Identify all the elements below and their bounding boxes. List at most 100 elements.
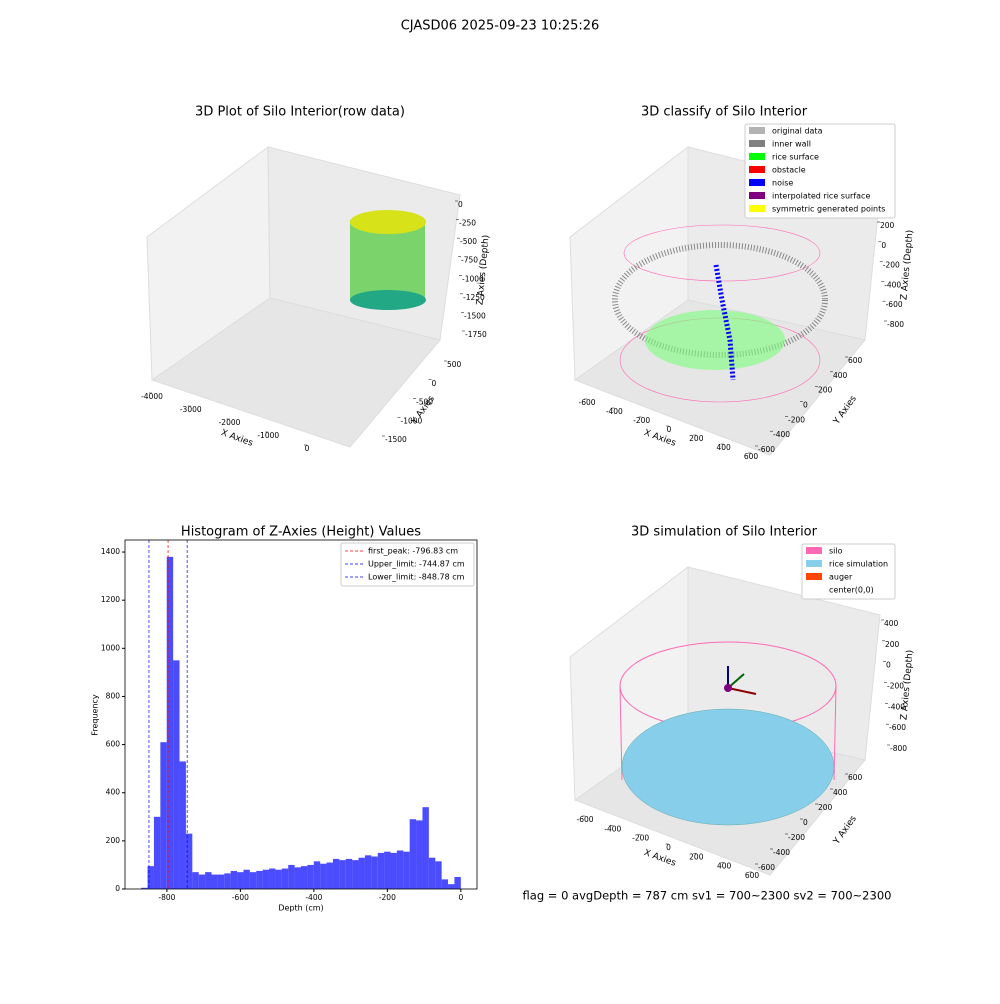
y-tick-label: -600 xyxy=(758,863,775,872)
bar xyxy=(217,874,225,889)
pane xyxy=(150,297,441,448)
bar xyxy=(262,869,270,889)
bar xyxy=(275,869,282,889)
x-tick-label: -600 xyxy=(578,398,595,407)
bar xyxy=(141,887,148,889)
legend-label: auger xyxy=(829,573,853,582)
bar xyxy=(301,866,308,889)
x-tick-label: -2000 xyxy=(219,418,241,427)
x-tick-label: 0 xyxy=(305,444,310,453)
bar xyxy=(332,858,340,889)
y-tick-label: -200 xyxy=(788,415,805,424)
bar xyxy=(358,857,365,889)
z-tick-label: -800 xyxy=(890,744,907,753)
z-tick-label: -600 xyxy=(886,300,903,309)
x-tick-label: -600 xyxy=(576,815,593,824)
legend-label: rice simulation xyxy=(829,560,888,569)
bar xyxy=(237,872,244,889)
z-tick-label: -1000 xyxy=(462,274,484,283)
legend-swatch xyxy=(749,166,765,173)
bar xyxy=(243,869,250,889)
bar xyxy=(454,876,461,889)
chart-title: 3D Plot of Silo Interior(row data) xyxy=(195,105,405,120)
z-tick-label: -250 xyxy=(459,219,476,228)
z-axis-label: Z Axies (Depth) xyxy=(475,234,491,305)
x-tick-label: 0 xyxy=(667,425,672,434)
bar xyxy=(173,660,180,889)
bar xyxy=(435,861,442,889)
x-tick-label: 0 xyxy=(458,893,463,902)
x-tick-label: -200 xyxy=(379,893,396,902)
bar xyxy=(230,870,238,889)
silo-outline xyxy=(619,685,623,781)
y-tick-label: 600 xyxy=(848,773,863,782)
legend-swatch xyxy=(806,586,822,593)
x-tick-label: 600 xyxy=(745,871,760,880)
legend-label: Lower_limit: -848.78 cm xyxy=(368,573,465,582)
bar xyxy=(326,862,333,889)
y-tick-label: 400 xyxy=(833,788,848,797)
x-axis-label: Depth (cm) xyxy=(278,904,323,913)
point-cloud xyxy=(350,290,426,310)
bar xyxy=(396,850,404,889)
y-tick-label: 200 xyxy=(106,836,121,845)
bar xyxy=(192,872,199,889)
x-tick-label: -3000 xyxy=(180,405,202,414)
bar xyxy=(428,857,436,889)
bar xyxy=(441,879,449,889)
x-tick-label: -800 xyxy=(158,893,175,902)
legend-swatch xyxy=(806,573,822,580)
z-tick-label: 0 xyxy=(886,661,891,670)
legend-label: silo xyxy=(829,547,843,556)
y-tick-label: 0 xyxy=(803,818,808,827)
y-tick-label: 0 xyxy=(432,379,437,388)
y-tick-label: -200 xyxy=(788,833,805,842)
legend-swatch xyxy=(749,205,765,212)
x-tick-label: 600 xyxy=(744,452,759,461)
bar xyxy=(198,874,206,889)
legend-swatch xyxy=(749,179,765,186)
y-tick-label: -1000 xyxy=(401,416,423,425)
legend-swatch xyxy=(749,140,765,147)
footer: flag = 0 avgDepth = 787 cm sv1 = 700~230… xyxy=(523,889,892,903)
noise-points xyxy=(713,264,736,381)
z-tick-label: -1750 xyxy=(465,330,487,339)
y-axis-label: Y Axies xyxy=(831,814,859,847)
legend-label: symmetric generated points xyxy=(772,205,885,214)
y-tick-label: -500 xyxy=(416,398,433,407)
z-tick-label: -1250 xyxy=(463,293,485,302)
x-tick-label: -1000 xyxy=(257,431,279,440)
rice-points xyxy=(645,310,785,370)
bar xyxy=(294,867,301,889)
z-tick-label: -600 xyxy=(889,723,906,732)
x-tick-label: -200 xyxy=(632,834,649,843)
legend-label: obstacle xyxy=(772,166,806,175)
x-tick-label: 400 xyxy=(717,443,732,452)
bar xyxy=(211,874,218,889)
bar xyxy=(371,856,378,889)
y-tick-label: 800 xyxy=(106,691,121,700)
x-tick-label: -600 xyxy=(232,893,249,902)
bar xyxy=(352,860,359,889)
legend-swatch xyxy=(749,192,765,199)
legend-swatch xyxy=(749,153,765,160)
legend-label: inner wall xyxy=(772,140,811,149)
z-tick-label: -400 xyxy=(884,280,901,289)
z-tick-label: -200 xyxy=(883,261,900,270)
bar xyxy=(339,860,346,889)
bar xyxy=(313,861,321,889)
point-cloud xyxy=(350,210,426,234)
x-tick-label: -200 xyxy=(633,416,650,425)
bar xyxy=(249,872,257,889)
bar xyxy=(205,872,212,889)
bar xyxy=(377,852,385,889)
bar xyxy=(166,556,174,889)
x-axis-label: X Axies xyxy=(642,428,677,449)
legend-swatch xyxy=(749,127,765,134)
legend-box xyxy=(801,543,896,600)
legend-label: noise xyxy=(772,179,793,188)
bar xyxy=(288,864,295,889)
y-axis-label: Frequency xyxy=(91,694,100,736)
